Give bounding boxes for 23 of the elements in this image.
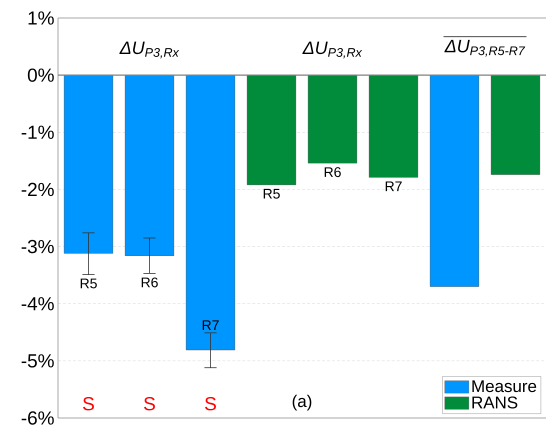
data-label: R5	[80, 278, 97, 288]
annotation: S	[144, 397, 155, 410]
y-tick-label: -3%	[22, 240, 54, 254]
y-tick-label: -4%	[22, 297, 54, 310]
data-label: R7	[202, 320, 219, 330]
annotation: ΔU$_{P3,Rx}$	[119, 42, 180, 58]
legend-label: Measure	[472, 380, 536, 392]
y-tick-label: 0%	[28, 68, 54, 82]
y-tick-label: 1%	[28, 11, 54, 25]
annotation: ΔU$_{P3,R5-R7}$	[444, 40, 526, 57]
y-tick-label: -5%	[22, 354, 54, 368]
data-label: R6	[142, 277, 158, 288]
annotation: ΔU$_{P3,Rx}$	[302, 42, 362, 58]
data-label: R5	[264, 188, 280, 199]
legend-label: RANS	[472, 396, 518, 408]
data-label: R6	[324, 167, 341, 178]
annotation: (a)	[292, 394, 312, 410]
y-tick-label: -6%	[22, 411, 54, 425]
data-label: R7	[386, 181, 402, 192]
y-tick-label: -1%	[22, 126, 54, 139]
annotation: S	[205, 397, 216, 410]
y-tick-label: -2%	[22, 182, 54, 196]
annotation: S	[83, 397, 94, 410]
